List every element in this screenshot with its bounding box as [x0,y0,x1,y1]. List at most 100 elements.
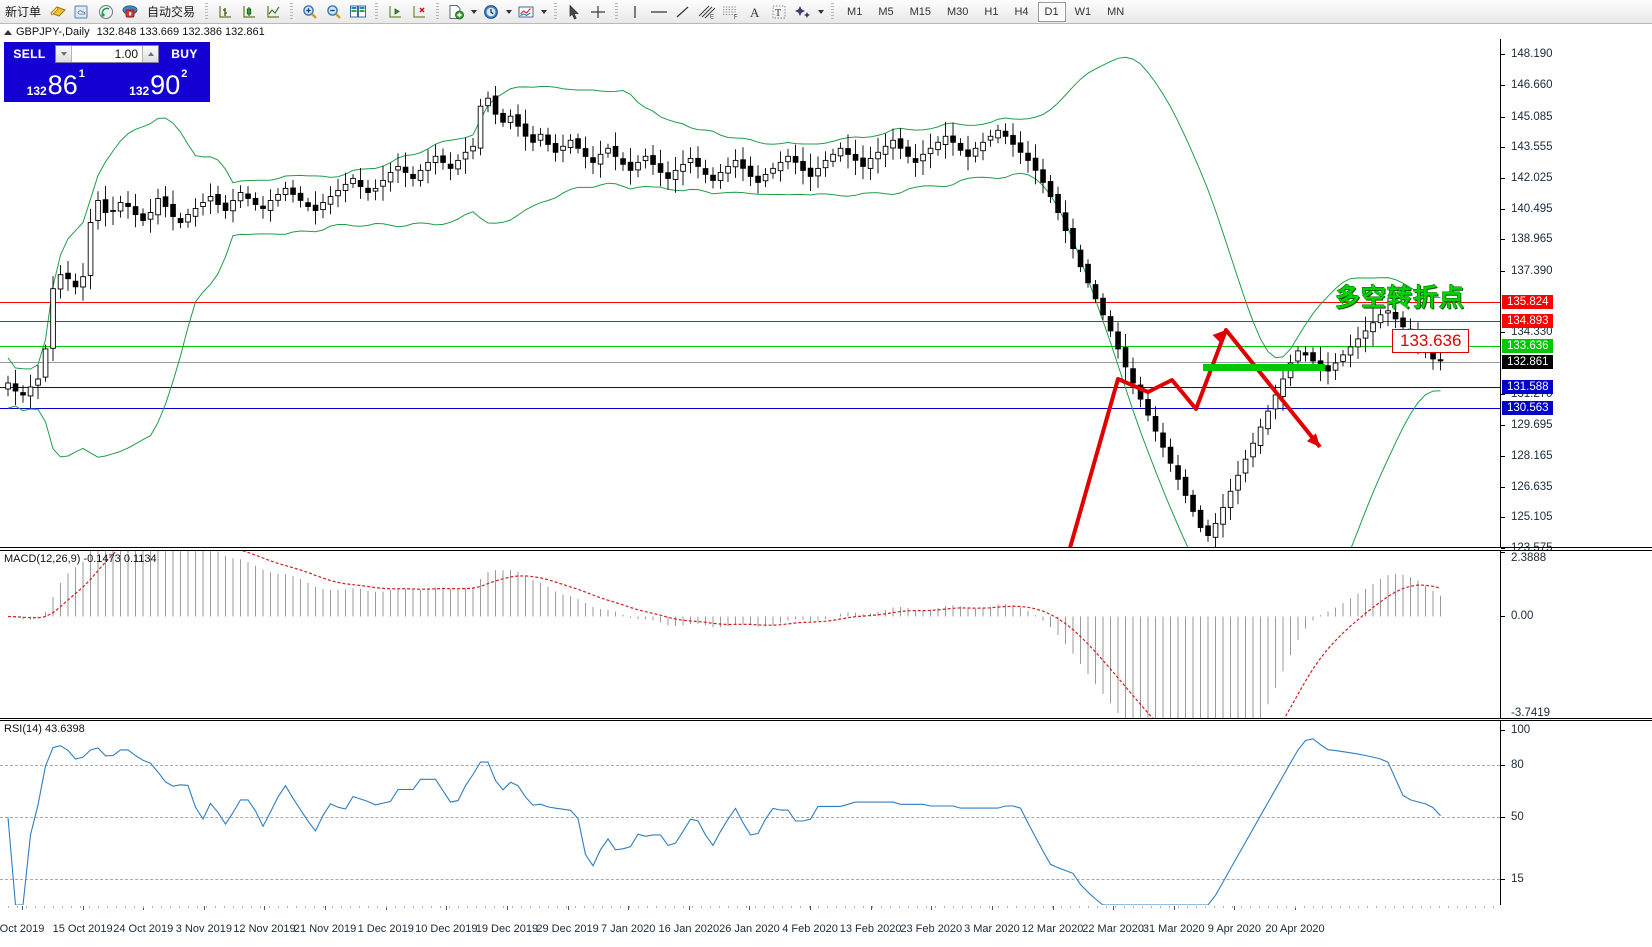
projection-zigzag[interactable] [1067,328,1322,548]
timeframe-h1[interactable]: H1 [984,5,999,18]
price-level-line[interactable] [0,361,1500,363]
price-level-badge[interactable]: 135.824 [1502,295,1553,310]
new-chart-dropdown-arrow[interactable] [468,2,479,22]
date-axis-minor-tick [1241,906,1242,908]
date-axis-minor-tick [287,906,288,908]
volume-stepper[interactable]: 1.00 [55,45,159,63]
text-label-icon[interactable]: A [744,2,766,22]
date-axis-minor-tick [1385,906,1386,908]
price-level-line[interactable] [0,302,1500,304]
price-level-badge[interactable]: 131.588 [1502,380,1553,395]
price-level-badge[interactable]: 130.563 [1502,400,1553,415]
collapse-triangle-icon[interactable] [4,29,12,35]
timeframe-h4[interactable]: H4 [1014,5,1029,18]
date-axis-minor-tick [881,906,882,908]
sell-price-display[interactable]: 132 86 1 [6,64,106,100]
date-axis-minor-tick [206,906,207,908]
date-axis-minor-tick [719,906,720,908]
price-pane[interactable]: 148.190 146.660 145.085 143.555 142.025 140.4… [0,39,1652,554]
tile-windows-icon[interactable] [347,2,369,22]
date-axis-minor-tick [116,906,117,908]
date-axis-minor-tick [521,906,522,908]
trendline-icon[interactable] [672,2,694,22]
price-axis-label: 134.330 [1511,326,1553,339]
price-level-badge[interactable]: 133.636 [1502,339,1553,354]
rsi-pane[interactable]: RSI(14) 43.6398 100 80 50 15 [0,720,1652,905]
macd-pane[interactable]: MACD(12,26,9) -0.1473 0.1134 2.3888 0.00 -… [0,550,1652,719]
shapes-dropdown-arrow[interactable] [815,2,826,22]
macd-axis-label: 2.3888 [1511,552,1547,564]
rsi-axis[interactable]: 100 80 50 15 [1500,721,1652,905]
fibonacci-icon[interactable]: F [720,2,742,22]
bar-chart-icon[interactable] [214,2,236,22]
rsi-plot[interactable] [0,721,1500,905]
date-axis-minor-tick [359,906,360,908]
buy-price-display[interactable]: 132 90 2 [109,64,209,100]
indicators-dropdown-arrow[interactable] [538,2,549,22]
price-axis-tick [1501,270,1505,272]
equidistant-channel-icon[interactable]: E [696,2,718,22]
date-axis-minor-tick [530,906,531,908]
timeframe-m30[interactable]: M30 [947,5,969,18]
date-axis-minor-tick [485,906,486,908]
date-axis-minor-tick [1475,906,1476,908]
date-axis-label: 26 Jan 2020 [719,923,780,935]
line-chart-icon[interactable] [262,2,284,22]
period-clock-icon[interactable] [480,2,502,22]
price-plot[interactable] [0,39,1500,548]
price-level-line[interactable] [0,387,1500,389]
zoom-in-icon[interactable] [299,2,321,22]
zoom-out-icon[interactable] [323,2,345,22]
price-axis[interactable]: 148.190 146.660 145.085 143.555 142.025 140.4… [1500,39,1652,554]
cloud-icon[interactable] [71,2,93,22]
period-dropdown-arrow[interactable] [503,2,514,22]
text-box-icon[interactable]: T [768,2,790,22]
price-level-badge[interactable]: 134.893 [1502,313,1553,328]
cursor-icon[interactable] [563,2,585,22]
price-level-line[interactable] [0,407,1500,409]
macd-axis[interactable]: 2.3888 0.00 -3.7419 [1500,551,1652,719]
timeframe-d1[interactable]: D1 [1037,1,1066,22]
new-chart-icon[interactable] [445,2,467,22]
new-order-button[interactable]: 新订单 [5,5,42,19]
date-axis-minor-tick [1349,906,1350,908]
date-axis-minor-tick [143,906,144,908]
date-axis-minor-tick [260,906,261,908]
price-level-line[interactable] [0,346,1500,348]
date-axis-minor-tick [188,906,189,908]
buy-button[interactable]: BUY [171,47,198,61]
shapes-icon[interactable] [792,2,814,22]
one-click-trading-panel[interactable]: SELL 1.00 BUY 132 86 1 132 90 2 [4,42,210,102]
macd-plot[interactable] [0,551,1500,719]
new-order-icon[interactable] [47,2,69,22]
date-axis-minor-tick [944,906,945,908]
sell-button[interactable]: SELL [13,47,46,61]
chart-autoscroll-icon[interactable] [408,2,430,22]
vertical-line-icon[interactable] [624,2,646,22]
autotrading-icon[interactable] [119,2,141,22]
price-axis-tick [1501,177,1505,179]
signal-icon[interactable] [95,2,117,22]
svg-text:A: A [750,5,760,20]
auto-trading-button[interactable]: 自动交易 [147,5,196,19]
date-axis-minor-tick [1484,906,1485,908]
volume-decrease-button[interactable] [56,46,72,62]
indicators-icon[interactable] [515,2,537,22]
timeframe-m5[interactable]: M5 [878,5,894,18]
timeframe-m1[interactable]: M1 [847,5,863,18]
timeframe-mn[interactable]: MN [1107,5,1125,18]
horizontal-line-icon[interactable] [648,2,670,22]
timeframe-w1[interactable]: W1 [1074,5,1092,18]
date-axis-minor-tick [458,906,459,908]
timeframe-m15[interactable]: M15 [909,5,931,18]
volume-value[interactable]: 1.00 [114,47,138,61]
chart-shift-icon[interactable] [384,2,406,22]
date-axis-minor-tick [152,906,153,908]
date-axis-tick [1113,906,1115,910]
price-level-badge[interactable]: 132.861 [1502,354,1553,369]
crosshair-icon[interactable] [587,2,609,22]
candlestick-chart-icon[interactable] [238,2,260,22]
volume-increase-button[interactable] [142,46,158,62]
price-level-line[interactable] [0,320,1500,322]
date-axis-minor-tick [269,906,270,908]
